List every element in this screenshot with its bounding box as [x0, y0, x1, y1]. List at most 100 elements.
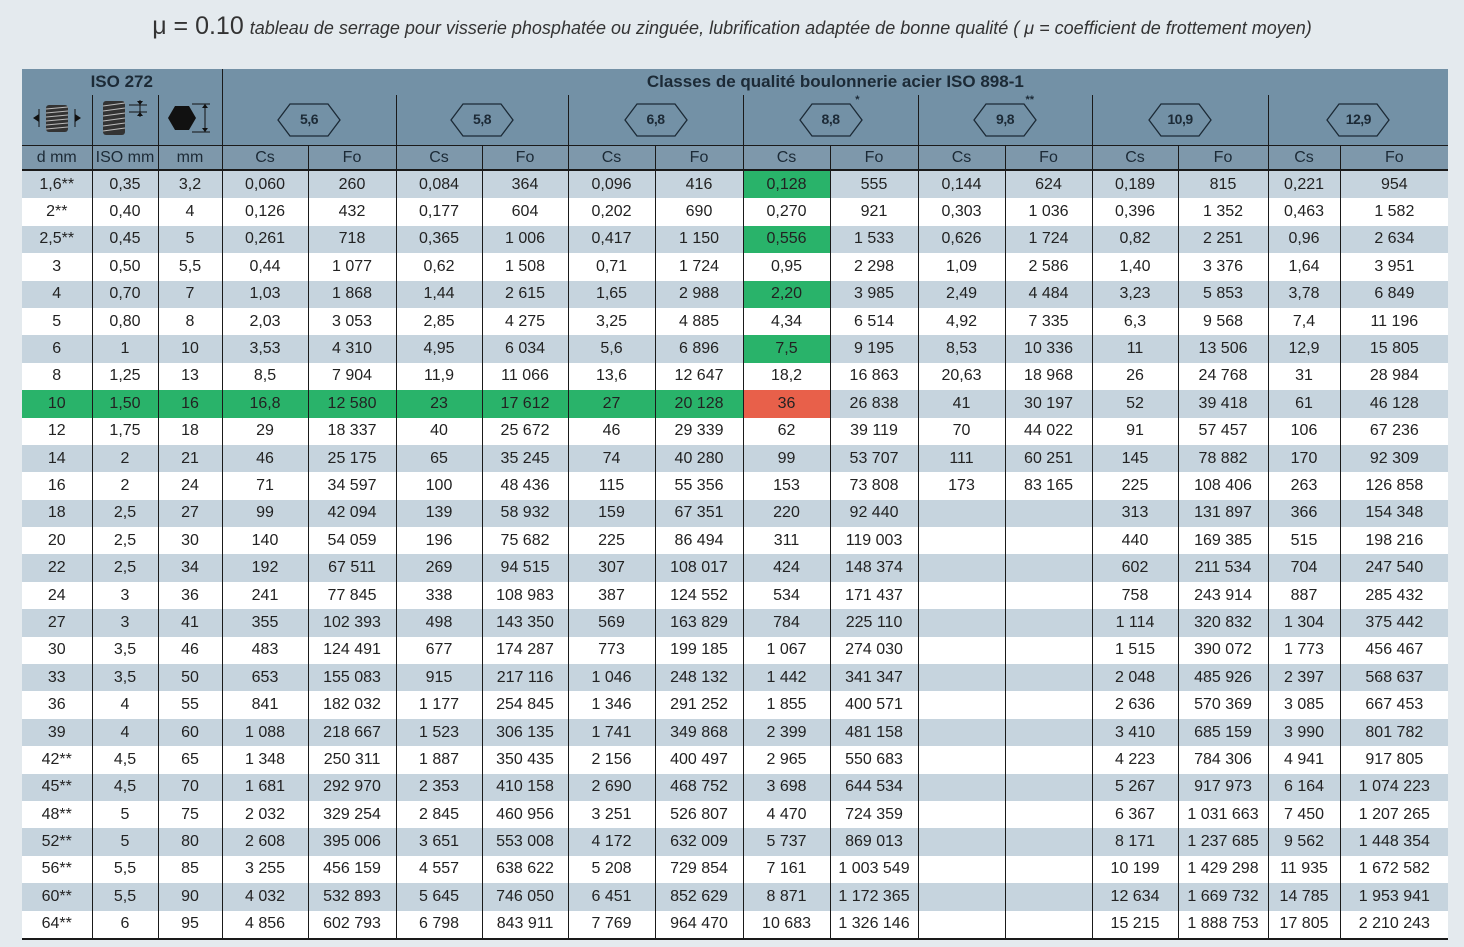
table-row: 60** 5,5 90 4 032 532 893 5 645 746 050 6 451 85… [22, 883, 1449, 911]
torque-cs-cell: 784 [742, 609, 831, 637]
torque-cs-cell: 0,221 [1267, 170, 1341, 199]
torque-cs-cell: 0,396 [1091, 198, 1179, 226]
force-fo-cell: 225 110 [829, 609, 919, 637]
torque-cs-cell: 307 [567, 554, 656, 582]
torque-cs-cell: 887 [1267, 581, 1341, 610]
force-fo-cell: 155 083 [307, 664, 397, 692]
force-fo-cell: 1 672 582 [1339, 855, 1449, 884]
force-fo-cell: 400 571 [829, 691, 919, 719]
pitch-cell: 4,5 [91, 773, 158, 801]
force-fo-cell: 124 552 [654, 581, 744, 610]
force-fo-cell: 3 985 [829, 280, 919, 308]
torque-cs-cell: 5,6 [567, 335, 656, 363]
pitch-cell: 5 [91, 800, 158, 829]
wrench-size-cell: 24 [157, 472, 223, 500]
torque-cs-cell: 1 515 [1091, 636, 1179, 665]
column-header: Cs [917, 145, 1006, 171]
force-fo-cell: 395 006 [307, 828, 397, 856]
torque-cs-cell: 7 161 [742, 855, 831, 884]
torque-cs-cell: 0,417 [567, 225, 656, 254]
torque-cs-cell: 2 156 [567, 746, 656, 774]
table-row: 1,6** 0,35 3,2 0,060 260 0,084 364 0,096 416 0,12… [22, 170, 1449, 199]
table-row: 5 0,80 8 2,03 3 053 2,85 4 275 3,25 4 885 4,34 6 5… [22, 307, 1449, 336]
force-fo-cell: 60 251 [1004, 444, 1093, 473]
thread-diameter-cell: 52** [22, 828, 92, 856]
pitch-cell: 3 [91, 581, 158, 610]
torque-cs-cell [917, 664, 1006, 692]
force-fo-cell: 1 533 [829, 225, 919, 254]
force-fo-cell: 1 724 [1004, 225, 1093, 254]
force-fo-cell: 815 [1177, 170, 1269, 199]
force-fo-cell: 1 326 146 [829, 910, 919, 940]
force-fo-cell [1004, 554, 1093, 582]
pitch-cell: 5,5 [91, 855, 158, 884]
force-fo-cell: 24 768 [1177, 362, 1269, 391]
force-fo-cell [1004, 800, 1093, 829]
force-fo-cell: 86 494 [654, 527, 744, 555]
force-fo-cell: 921 [829, 198, 919, 226]
torque-cs-cell: 0,303 [917, 198, 1006, 226]
force-fo-cell: 432 [307, 198, 397, 226]
torque-cs-cell [917, 581, 1006, 610]
torque-cs-cell: 12 634 [1091, 883, 1179, 911]
torque-cs-cell: 0,126 [221, 198, 309, 226]
wrench-size-cell: 4 [157, 198, 223, 226]
pitch-cell: 2,5 [91, 499, 158, 528]
force-fo-cell: 292 970 [307, 773, 397, 801]
torque-cs-cell: 602 [1091, 554, 1179, 582]
force-fo-cell: 199 185 [654, 636, 744, 665]
force-fo-cell: 25 672 [481, 417, 569, 445]
torque-cs-cell: 2 399 [742, 718, 831, 747]
torque-cs-cell: 36 [742, 390, 831, 418]
force-fo-cell: 1 868 [307, 280, 397, 308]
force-fo-cell: 481 158 [829, 718, 919, 747]
force-fo-cell: 34 597 [307, 472, 397, 500]
torque-cs-cell: 2 636 [1091, 691, 1179, 719]
torque-cs-cell: 3,53 [221, 335, 309, 363]
torque-cs-cell [917, 828, 1006, 856]
torque-cs-cell: 62 [742, 417, 831, 445]
torque-cs-cell [917, 636, 1006, 665]
force-fo-cell: 26 838 [829, 390, 919, 418]
torque-cs-cell: 11 935 [1267, 855, 1341, 884]
table-row: 27 3 41 355 102 393 498 143 350 569 163 829 784 22… [22, 609, 1449, 637]
torque-cs-cell: 2 353 [395, 773, 483, 801]
force-fo-cell: 3 376 [1177, 253, 1269, 281]
force-fo-cell: 320 832 [1177, 609, 1269, 637]
wrench-size-cell: 95 [157, 910, 223, 940]
torque-cs-cell: 677 [395, 636, 483, 665]
thread-diameter-cell: 1,6** [22, 170, 92, 199]
force-fo-cell: 1 888 753 [1177, 910, 1269, 940]
force-fo-cell: 1 582 [1339, 198, 1449, 226]
torque-cs-cell: 3 410 [1091, 718, 1179, 747]
torque-cs-cell [917, 883, 1006, 911]
property-class-5-6: 5,6 [221, 95, 397, 146]
torque-cs-cell: 366 [1267, 499, 1341, 528]
torque-cs-cell: 111 [917, 444, 1006, 473]
force-fo-cell: 2 251 [1177, 225, 1269, 254]
torque-cs-cell: 2 048 [1091, 664, 1179, 692]
torque-cs-cell: 2 965 [742, 746, 831, 774]
torque-cs-cell: 3 651 [395, 828, 483, 856]
pitch-cell: 0,40 [91, 198, 158, 226]
pitch-cell: 4,5 [91, 746, 158, 774]
force-fo-cell: 570 369 [1177, 691, 1269, 719]
torque-cs-cell: 46 [221, 444, 309, 473]
torque-cs-cell: 10 199 [1091, 855, 1179, 884]
force-fo-cell: 964 470 [654, 910, 744, 940]
column-header: Fo [307, 145, 397, 171]
torque-cs-cell: 534 [742, 581, 831, 610]
force-fo-cell: 390 072 [1177, 636, 1269, 665]
force-fo-cell: 485 926 [1177, 664, 1269, 692]
column-header: d mm [22, 145, 92, 171]
torque-cs-cell: 106 [1267, 417, 1341, 445]
torque-cs-cell: 0,202 [567, 198, 656, 226]
pitch-cell: 4 [91, 718, 158, 747]
torque-cs-cell: 8 171 [1091, 828, 1179, 856]
force-fo-cell: 632 009 [654, 828, 744, 856]
force-fo-cell: 291 252 [654, 691, 744, 719]
table-row: 4 0,70 7 1,03 1 868 1,44 2 615 1,65 2 988 2,20 3 9… [22, 280, 1449, 308]
torque-cs-cell: 31 [1267, 362, 1341, 391]
force-fo-cell: 2 988 [654, 280, 744, 308]
torque-cs-cell: 0,82 [1091, 225, 1179, 254]
